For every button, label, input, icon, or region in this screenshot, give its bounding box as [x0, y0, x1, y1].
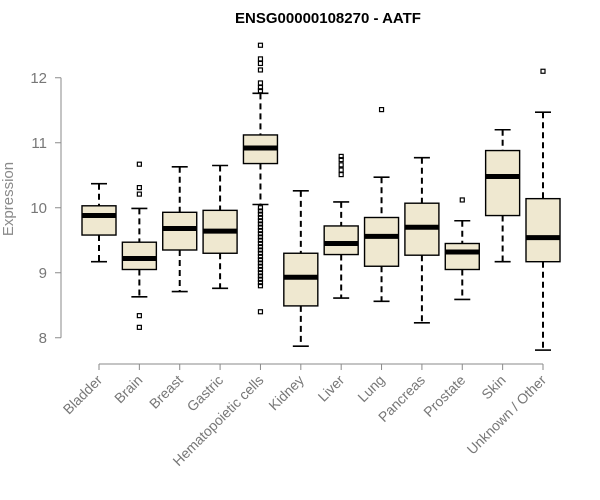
- interquartile-box: [363, 216, 400, 267]
- outlier-point: [338, 162, 344, 168]
- outlier-point: [257, 211, 264, 217]
- interquartile-box: [121, 241, 158, 271]
- outlier-point: [257, 208, 264, 214]
- box-series: [81, 42, 561, 351]
- outlier-point: [257, 224, 264, 230]
- outlier-point: [338, 167, 344, 173]
- outlier-point: [257, 247, 264, 253]
- box-brain: [121, 161, 158, 330]
- outlier-point: [136, 313, 142, 319]
- x-tick-label: Liver: [315, 372, 348, 405]
- box-kidney: [283, 190, 319, 348]
- y-tick-label: 11: [31, 135, 47, 152]
- outlier-point: [257, 309, 264, 315]
- box-unknown-other: [525, 68, 561, 351]
- box-breast: [162, 166, 198, 293]
- y-tick-label: 12: [30, 70, 47, 87]
- box-hematopoietic-cells: [242, 42, 279, 315]
- interquartile-box: [162, 211, 198, 251]
- outlier-point: [257, 250, 264, 256]
- outlier-point: [257, 214, 264, 221]
- outlier-point: [257, 234, 264, 240]
- outlier-point: [257, 56, 264, 62]
- x-tick-label: Bladder: [60, 372, 106, 418]
- box-bladder: [81, 182, 117, 263]
- outlier-point: [136, 191, 142, 197]
- outlier-point: [459, 197, 465, 203]
- interquartile-box: [81, 205, 117, 236]
- y-axis-title: Expression: [0, 162, 17, 236]
- outlier-point: [136, 324, 142, 330]
- x-tick-label: Brain: [111, 372, 145, 406]
- outlier-point: [257, 273, 264, 279]
- interquartile-box: [484, 149, 521, 217]
- outlier-point: [338, 172, 344, 178]
- outlier-point: [257, 257, 264, 263]
- outlier-point: [136, 161, 142, 167]
- box-lung: [363, 106, 400, 303]
- outlier-point: [338, 153, 344, 159]
- outlier-point: [257, 240, 264, 247]
- y-tick-label: 8: [39, 330, 47, 347]
- outlier-point: [338, 157, 344, 163]
- outlier-point: [257, 266, 264, 273]
- x-tick-label: Prostate: [420, 372, 468, 420]
- outlier-point: [257, 67, 264, 73]
- outlier-point: [257, 218, 264, 224]
- outlier-point: [257, 42, 264, 48]
- box-gastric: [202, 164, 238, 290]
- interquartile-box: [525, 197, 561, 263]
- interquartile-box: [323, 225, 359, 256]
- outlier-point: [257, 260, 264, 266]
- outlier-point: [257, 80, 264, 86]
- outlier-point: [257, 231, 264, 237]
- outlier-point: [257, 283, 264, 289]
- box-prostate: [444, 197, 480, 301]
- outlier-point: [257, 270, 264, 276]
- outlier-point: [257, 88, 264, 94]
- outlier-point: [257, 263, 264, 269]
- outlier-point: [257, 276, 264, 282]
- outlier-point: [136, 185, 142, 191]
- outlier-point: [257, 205, 264, 211]
- x-tick-label: Kidney: [265, 372, 307, 414]
- outlier-point: [540, 68, 546, 74]
- chart-title: ENSG00000108270 - AATF: [235, 10, 421, 27]
- y-tick-label: 10: [30, 200, 47, 217]
- interquartile-box: [444, 242, 480, 271]
- x-tick-label: Breast: [146, 372, 186, 412]
- box-pancreas: [404, 156, 440, 324]
- outlier-point: [257, 279, 264, 286]
- x-tick-label: Lung: [354, 372, 387, 405]
- outlier-point: [257, 253, 264, 260]
- outlier-point: [257, 60, 264, 67]
- outlier-point: [257, 227, 264, 234]
- box-liver: [323, 153, 359, 299]
- outlier-point: [257, 221, 264, 227]
- box-skin: [484, 128, 521, 263]
- outlier-point: [378, 106, 385, 113]
- y-axis: 8 9 10 11 12: [30, 70, 62, 347]
- x-tick-label: Skin: [478, 372, 509, 403]
- y-tick-label: 9: [39, 265, 47, 282]
- outlier-point: [257, 84, 264, 91]
- outlier-point: [257, 237, 264, 243]
- outlier-point: [257, 244, 264, 250]
